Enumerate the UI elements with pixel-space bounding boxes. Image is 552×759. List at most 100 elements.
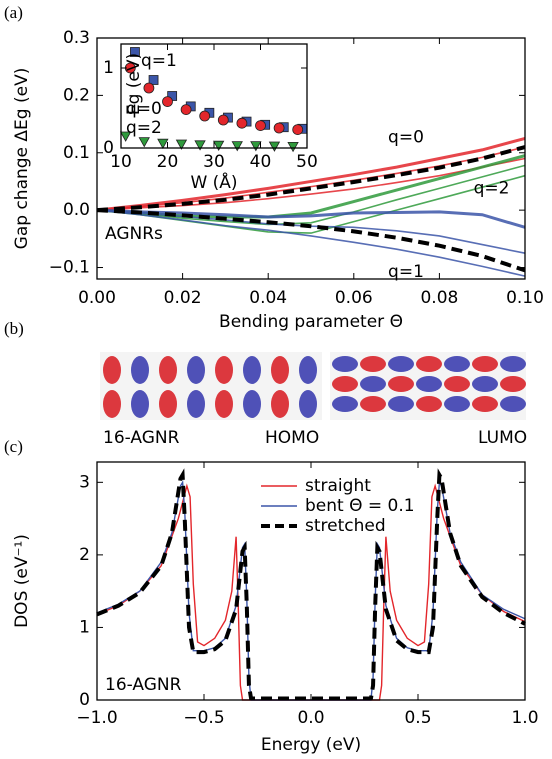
axes-frame bbox=[120, 43, 308, 149]
dos-line bbox=[96, 468, 526, 701]
x-axis-label: Bending parameter Θ bbox=[219, 312, 403, 332]
point bbox=[231, 141, 243, 152]
legend-label: straight bbox=[305, 476, 371, 496]
y-tick-label: 3 bbox=[79, 472, 90, 492]
x-tick-label: 0.5 bbox=[404, 708, 431, 728]
point bbox=[212, 140, 225, 152]
legend-label: stretched bbox=[305, 516, 386, 536]
axes-frame bbox=[96, 461, 526, 701]
x-tick-label: 0.02 bbox=[164, 288, 202, 308]
band-line bbox=[96, 136, 526, 212]
plot-area bbox=[119, 47, 308, 153]
band-line bbox=[96, 209, 526, 277]
y-tick-label: −0.1 bbox=[49, 258, 90, 278]
orbital-lobe bbox=[131, 390, 149, 418]
y-axis-label: Gap change ΔEg (eV) bbox=[12, 68, 32, 250]
orbital-lobe bbox=[332, 376, 358, 392]
point bbox=[236, 117, 248, 129]
point bbox=[138, 137, 150, 148]
orbital-lobe bbox=[131, 356, 149, 384]
x-tick-label: 0.0 bbox=[297, 708, 324, 728]
orbital-lobe bbox=[103, 390, 121, 418]
orbital-lobe bbox=[159, 356, 177, 384]
series-label: q=2 bbox=[474, 178, 510, 198]
orbital-lobe bbox=[332, 356, 358, 372]
axes-frame bbox=[96, 37, 526, 280]
chart: −1.0 −0.5 0.0 0.5 1.0 0 1 2 3 Energy (eV) DOS (eV⁻… bbox=[12, 461, 539, 755]
orbital-images bbox=[100, 352, 526, 420]
y-tick-label: 0 bbox=[103, 138, 114, 158]
point bbox=[268, 141, 281, 152]
point bbox=[162, 96, 173, 107]
orbital-lobe bbox=[360, 396, 386, 412]
point bbox=[143, 82, 155, 94]
y-tick-label: 0.0 bbox=[63, 200, 90, 220]
x-tick-label: 1.0 bbox=[511, 708, 538, 728]
orbital-lobe bbox=[159, 390, 177, 418]
panel-label: (b) bbox=[4, 319, 24, 338]
x-axis-label: W (Å) bbox=[190, 171, 237, 193]
homo-label: HOMO bbox=[265, 428, 319, 448]
orbital-lobe bbox=[388, 376, 414, 392]
chart: 10 20 30 40 50 0 1 W (Å) Eg (eV)q=1 q=0q=2 bbox=[103, 43, 318, 193]
panel-label: (a) bbox=[4, 3, 23, 22]
x-tick-label: −1.0 bbox=[76, 708, 117, 728]
orbital-lobe bbox=[360, 376, 386, 392]
y-tick-label: 0.3 bbox=[63, 28, 90, 48]
point bbox=[194, 140, 206, 151]
point bbox=[250, 141, 262, 152]
orbital-lobe bbox=[187, 390, 205, 418]
y-tick-label: 0.1 bbox=[63, 143, 90, 163]
orbital-lobe bbox=[360, 356, 386, 372]
series-label: q=0 bbox=[126, 99, 162, 119]
point bbox=[157, 138, 169, 150]
point bbox=[180, 104, 192, 115]
orbital-lobe bbox=[444, 396, 470, 412]
x-axis-label: Energy (eV) bbox=[261, 735, 361, 755]
x-tick-label: 0.04 bbox=[249, 288, 287, 308]
orbital-lobe bbox=[187, 356, 205, 384]
point bbox=[255, 120, 266, 131]
point bbox=[119, 131, 132, 142]
series-label: q=1 bbox=[141, 51, 177, 71]
orbital-lobe bbox=[388, 356, 414, 372]
x-tick-label: 40 bbox=[250, 152, 272, 172]
point bbox=[130, 47, 140, 57]
orbital-lobe bbox=[271, 356, 289, 384]
point bbox=[217, 114, 229, 126]
fit-line bbox=[96, 145, 526, 213]
orbital-lobe bbox=[243, 390, 261, 418]
point bbox=[175, 139, 188, 150]
orbital-lobe bbox=[444, 356, 470, 372]
series-label: q=0 bbox=[388, 127, 424, 147]
y-tick-label: 2 bbox=[79, 545, 90, 565]
x-tick-label: 0.10 bbox=[506, 288, 544, 308]
orbital-lobe bbox=[472, 396, 498, 412]
x-tick-label: 30 bbox=[203, 152, 225, 172]
x-tick-label: 20 bbox=[157, 152, 179, 172]
x-tick-label: 0.00 bbox=[78, 288, 116, 308]
fit-line bbox=[96, 208, 526, 273]
orbital-lobe bbox=[271, 390, 289, 418]
y-tick-label: 1 bbox=[79, 617, 90, 637]
series-label: q=1 bbox=[388, 262, 424, 282]
plot-background bbox=[97, 462, 525, 700]
orbital-lobe bbox=[332, 396, 358, 412]
x-tick-label: 0.08 bbox=[420, 288, 458, 308]
point bbox=[199, 110, 211, 122]
plot-area bbox=[96, 136, 526, 277]
orbital-lobe bbox=[416, 376, 442, 392]
point bbox=[148, 75, 159, 85]
orbital-lobe bbox=[444, 376, 470, 392]
y-axis-label: DOS (eV⁻¹) bbox=[12, 534, 32, 628]
band-line bbox=[96, 164, 526, 226]
orbital-lobe bbox=[243, 356, 261, 384]
annotation: 16-AGNR bbox=[105, 675, 182, 695]
x-tick-label: 0.06 bbox=[335, 288, 373, 308]
orbital-lobe bbox=[416, 396, 442, 412]
orbital-lobe bbox=[416, 356, 442, 372]
y-tick-label: 1 bbox=[103, 58, 114, 78]
orbital-lobe bbox=[472, 376, 498, 392]
orbital-lobe bbox=[215, 356, 233, 384]
